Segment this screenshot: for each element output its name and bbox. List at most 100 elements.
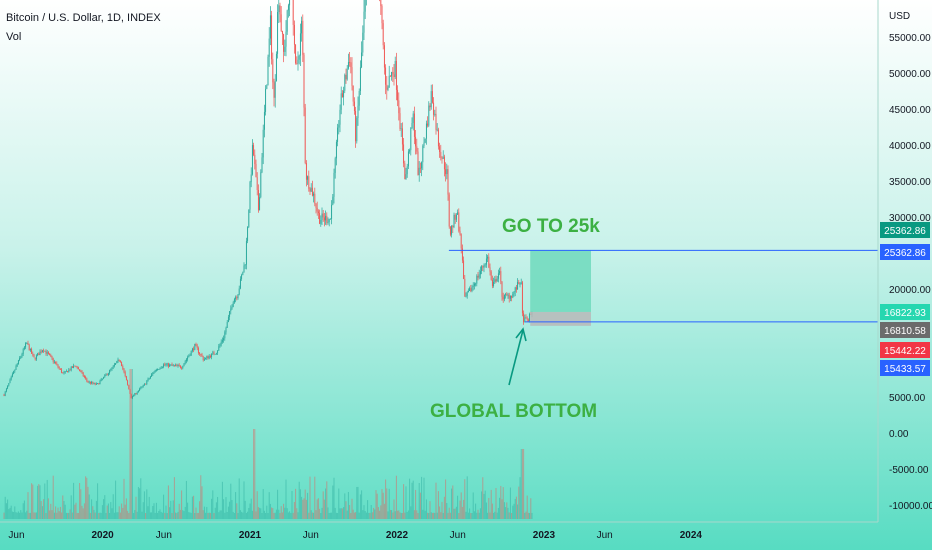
volume-bar — [427, 512, 429, 519]
candle-body — [361, 52, 363, 68]
volume-bar — [304, 489, 306, 519]
volume-bar — [254, 429, 256, 519]
projection — [530, 250, 591, 326]
volume-bar — [531, 512, 533, 519]
volume-bar — [307, 492, 309, 519]
volume-bar — [262, 489, 264, 519]
price-tag-label: 15442.22 — [884, 346, 926, 357]
volume-bar — [514, 498, 516, 519]
bottom-arrow — [508, 329, 524, 386]
candle-body — [452, 225, 454, 228]
candle-body — [76, 366, 78, 368]
volume-indicator-label[interactable]: Vol — [6, 31, 21, 43]
candle-body — [65, 371, 67, 372]
candle-body — [424, 138, 426, 143]
volume-bar — [226, 512, 228, 519]
volume-bar — [232, 511, 234, 519]
candle-body — [328, 218, 330, 223]
price-axis[interactable]: 55000.00 50000.00 45000.00 40000.00 35000.00… — [889, 33, 932, 512]
bottom-annotation: GLOBAL BOTTOM — [430, 401, 597, 422]
volume-bar — [526, 495, 528, 519]
candle-body — [189, 355, 191, 357]
volume-bar — [41, 506, 43, 519]
volume-bar — [157, 512, 159, 519]
volume-bar — [308, 512, 310, 519]
volume-bar — [233, 512, 235, 519]
volume-bar — [351, 498, 353, 519]
volume-bar — [263, 510, 265, 519]
candle-body — [494, 279, 496, 282]
candle-body — [517, 282, 519, 290]
volume-bar — [298, 481, 300, 519]
volume-bar — [280, 506, 282, 519]
candle-body — [493, 281, 495, 286]
bottom-arrow-head — [515, 327, 527, 342]
volume-bar — [429, 501, 431, 519]
candle-body — [226, 322, 228, 328]
candle-body — [134, 393, 136, 396]
candle-body — [157, 369, 159, 370]
candle-body — [223, 338, 225, 341]
candle-body — [153, 372, 155, 374]
candle-body — [387, 87, 389, 90]
candle-body — [5, 388, 7, 392]
candle-body — [163, 364, 165, 367]
candle-body — [10, 376, 12, 380]
candle-body — [62, 372, 64, 374]
volume-bar — [381, 489, 383, 519]
candle-body — [47, 352, 49, 354]
volume-bar — [483, 493, 485, 519]
volume-bar — [146, 489, 148, 519]
candle-body — [505, 294, 507, 296]
volume-bar — [428, 512, 430, 519]
candle-body — [197, 348, 199, 353]
candle-body — [123, 368, 125, 373]
candle-body — [355, 111, 357, 142]
volume-bar — [214, 507, 216, 519]
volume-bar — [163, 494, 165, 519]
volume-bar — [334, 507, 336, 519]
candle-body — [309, 188, 311, 192]
volume-bar — [237, 512, 239, 519]
candle-body — [243, 265, 245, 273]
volume-bar — [341, 508, 343, 519]
candle-body — [32, 353, 34, 355]
candle-body — [227, 316, 229, 323]
candle-body — [53, 361, 55, 363]
candle-body — [292, 0, 294, 25]
volume-bar — [409, 478, 411, 519]
volume-bar — [395, 475, 397, 519]
volume-bar — [65, 512, 67, 519]
symbol-title[interactable]: Bitcoin / U.S. Dollar, 1D, INDEX — [6, 12, 161, 24]
volume-bar — [203, 506, 205, 519]
volume-bar — [75, 502, 77, 519]
candle-body — [404, 163, 406, 180]
volume-bar — [373, 507, 375, 519]
candle-body — [117, 359, 119, 361]
candle-body — [55, 361, 57, 364]
candle-body — [482, 266, 484, 268]
volume-bar — [527, 512, 529, 519]
candle-body — [221, 340, 223, 342]
volume-bar — [347, 491, 349, 519]
candle-body — [313, 193, 315, 196]
time-axis[interactable]: Jun 2020 Jun 2021 Jun 2022 Jun 2023 Jun 2024 — [8, 530, 702, 541]
volume-bar — [32, 484, 34, 519]
candle-body — [16, 364, 18, 367]
volume-bar — [193, 495, 195, 519]
volume-bar — [8, 509, 10, 519]
candle-body — [8, 383, 10, 386]
volume-bar — [359, 494, 361, 519]
volume-bar — [386, 488, 388, 519]
volume-bar — [207, 512, 209, 519]
candle-body — [397, 89, 399, 101]
volume-bar — [465, 511, 467, 519]
volume-bar — [467, 512, 469, 519]
candle-body — [268, 38, 270, 57]
volume-bar — [488, 497, 490, 519]
volume-bar — [454, 508, 456, 519]
candle-body — [265, 88, 267, 112]
volume-bar — [518, 486, 520, 519]
volume-bar — [220, 510, 222, 519]
